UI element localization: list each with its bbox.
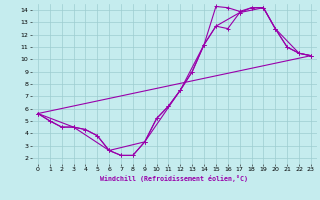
X-axis label: Windchill (Refroidissement éolien,°C): Windchill (Refroidissement éolien,°C) <box>100 175 248 182</box>
